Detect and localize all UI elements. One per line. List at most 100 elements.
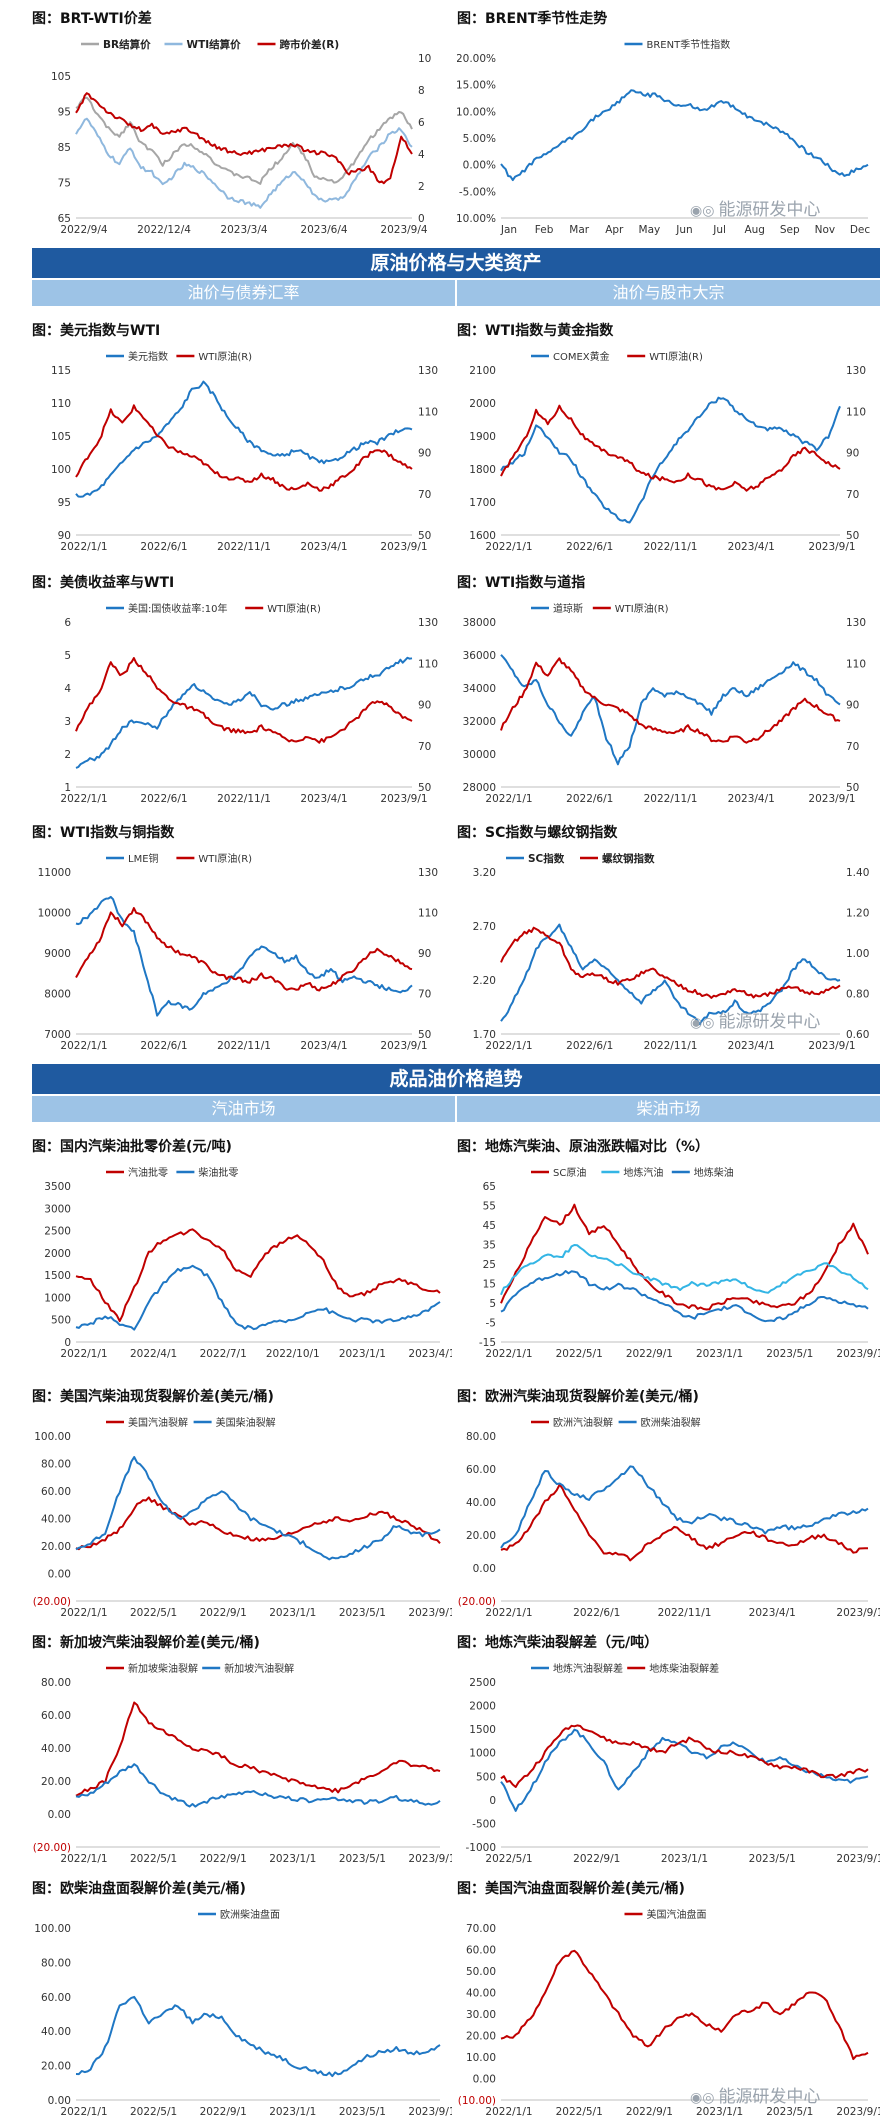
y2-tick-label: 1.40	[846, 867, 869, 879]
y2-tick-label: 6	[418, 117, 425, 129]
x-tick-label: 2022/9/4	[60, 224, 107, 236]
y-tick-label: 5.00%	[463, 133, 496, 145]
x-tick-label: 2022/1/1	[485, 1348, 532, 1360]
panel-brent-seasonal: 图：BRENT季节性走势 -10.00% -5.00% 0.00% 5.00% 10.0…	[457, 8, 880, 240]
panel-local-refinery-change: 图：地炼汽柴油、原油涨跌幅对比（%） -15 -5 5 15 25 35 45 55 65 202…	[457, 1136, 880, 1364]
x-tick-label: Nov	[815, 224, 836, 236]
panel-local-crack: 图：地炼汽柴油裂解差（元/吨） -1000 -500 0 500 1000 1500 200…	[457, 1632, 880, 1869]
legend-label: 地炼柴油裂解差	[649, 1662, 719, 1675]
x-tick-label: 2022/1/1	[60, 541, 107, 553]
x-tick-label: 2022/9/1	[626, 1348, 673, 1360]
legend-label: WTI原油(R)	[615, 602, 669, 615]
legend-label: BR结算价	[103, 38, 151, 51]
y2-tick-label: 50	[418, 782, 431, 794]
y-tick-label: 2.20	[473, 975, 496, 987]
x-tick-label: 2023/4/1	[728, 541, 775, 553]
chart-brent-seasonal: -10.00% -5.00% 0.00% 5.00% 10.00% 15.00% 20.00…	[457, 38, 871, 236]
series-line-1	[500, 1724, 869, 1788]
y-tick-label: 80.00	[41, 1957, 71, 1969]
series-line-0	[75, 1228, 441, 1323]
chart-eu-diesel-futures: 0.00 20.00 40.00 60.00 80.00 100.00 2022/1/1 20…	[34, 1908, 452, 2118]
y2-tick-label: 50	[846, 530, 859, 542]
y-tick-label: 6	[64, 617, 71, 629]
chart-title: 图：国内汽柴油批零价差(元/吨)	[32, 1139, 232, 1155]
x-tick-label: 2022/9/1	[200, 1607, 247, 1619]
legend-label: WTI原油(R)	[649, 350, 703, 363]
y-tick-label: 34000	[463, 683, 496, 695]
y-tick-label: 15.00%	[457, 80, 496, 92]
y-tick-label: 20.00	[41, 2061, 71, 2073]
x-tick-label: 2022/5/1	[485, 1853, 532, 1865]
series-line-0	[500, 923, 841, 1026]
x-tick-label: Sep	[780, 224, 800, 236]
x-tick-label: 2023/9/1	[808, 541, 855, 553]
chart-title: 图：地炼汽柴油裂解差（元/吨）	[457, 1635, 659, 1651]
x-tick-label: 2023/9/1	[380, 793, 427, 805]
y-tick-label: 1900	[469, 431, 496, 443]
x-tick-label: 2022/6/1	[140, 541, 187, 553]
x-tick-label: 2022/6/1	[566, 1040, 613, 1052]
panel-us-crack: 图：美国汽柴油现货裂解价差(美元/桶) (20.00) 0.00 20.00 40.0…	[32, 1386, 452, 1623]
y-tick-label: 2100	[469, 365, 496, 377]
y-tick-label: 1.70	[473, 1029, 496, 1041]
y-tick-label: 38000	[463, 617, 496, 629]
x-tick-label: 2022/7/1	[200, 1348, 247, 1360]
y2-tick-label: 90	[418, 700, 431, 712]
series-line-1	[500, 926, 841, 999]
series-line-2	[75, 92, 413, 185]
y-tick-label: 20.00	[41, 1541, 71, 1553]
x-tick-label: 2022/5/1	[130, 2106, 177, 2118]
y-tick-label: 15	[483, 1279, 496, 1291]
y-tick-label: 60.00	[41, 1486, 71, 1498]
legend-label: 美国汽油裂解	[128, 1416, 188, 1429]
y-tick-label: 70.00	[466, 1923, 496, 1935]
series-line-0	[75, 1995, 441, 2078]
y2-tick-label: 10	[418, 53, 431, 65]
y-tick-label: 7000	[44, 1029, 71, 1041]
x-tick-label: Dec	[850, 224, 871, 236]
chart-title: 图：美国汽柴油现货裂解价差(美元/桶)	[32, 1389, 274, 1405]
panel-sc-rebar: 图：SC指数与螺纹钢指数 1.70 2.20 2.70 3.20 0.60 0.80 1.0…	[457, 822, 880, 1056]
x-tick-label: 2023/3/4	[220, 224, 267, 236]
y-tick-label: 60.00	[466, 1464, 496, 1476]
y-tick-label: 40.00	[41, 2026, 71, 2038]
y2-tick-label: 110	[418, 908, 438, 920]
x-tick-label: 2023/6/4	[300, 224, 347, 236]
y-tick-label: 85	[58, 142, 71, 154]
x-tick-label: 2023/4/1	[749, 1607, 796, 1619]
y-tick-label: -5.00%	[459, 186, 496, 198]
y2-tick-label: 110	[846, 658, 866, 670]
chart-title: 图：美国汽油盘面裂解价差(美元/桶)	[457, 1881, 685, 1897]
chart-sc-rebar: 1.70 2.20 2.70 3.20 0.60 0.80 1.00 1.20 1.40 2022…	[473, 852, 870, 1052]
y-tick-label: 110	[51, 398, 71, 410]
y-tick-label: 3500	[44, 1181, 71, 1193]
panel-domestic-spread: 图：国内汽柴油批零价差(元/吨) 0 500 1000 1500 2000 2500 300…	[32, 1136, 452, 1364]
chart-wti-dow: 28000 30000 32000 34000 36000 38000 50 70 90 110 1…	[463, 602, 866, 805]
chart-brt-wti-spread: 65 75 85 95 105 0 2 4 6 8 10 2022/9/4 2022/12/4 2023/…	[51, 38, 431, 236]
x-tick-label: 2023/1/1	[269, 2106, 316, 2118]
x-tick-label: 2023/9/1	[836, 1853, 880, 1865]
y-tick-label: 95	[58, 497, 71, 509]
y-tick-label: 95	[58, 106, 71, 118]
chart-title: 图：美元指数与WTI	[32, 323, 161, 339]
y-tick-label: 28000	[463, 782, 496, 794]
x-tick-label: 2023/9/1	[408, 2106, 452, 2118]
panel-ust-wti: 图：美债收益率与WTI 1 2 3 4 5 6 50 70 90 110 130 2022/1/1 20…	[32, 572, 452, 809]
y-tick-label: 20.00	[466, 1530, 496, 1542]
chart-us-crack: (20.00) 0.00 20.00 40.00 60.00 80.00 100.00 202…	[33, 1416, 452, 1619]
legend-label: 地炼柴油	[694, 1166, 734, 1179]
y-tick-label: 40.00	[41, 1743, 71, 1755]
series-line-1	[500, 657, 841, 744]
y-tick-label: 1800	[469, 464, 496, 476]
y2-tick-label: 110	[846, 406, 866, 418]
y-tick-label: 1700	[469, 497, 496, 509]
series-line-1	[75, 1763, 441, 1808]
legend-label: 地炼汽油裂解差	[553, 1662, 623, 1675]
x-tick-label: 2022/1/1	[60, 1040, 107, 1052]
y-tick-label: 3.20	[473, 867, 496, 879]
legend-label: 美国柴油裂解	[216, 1416, 276, 1429]
series-line-0	[500, 1728, 869, 1812]
y-tick-label: 115	[51, 365, 71, 377]
x-tick-label: 2022/5/1	[556, 2106, 603, 2118]
y-tick-label: 100	[51, 464, 71, 476]
